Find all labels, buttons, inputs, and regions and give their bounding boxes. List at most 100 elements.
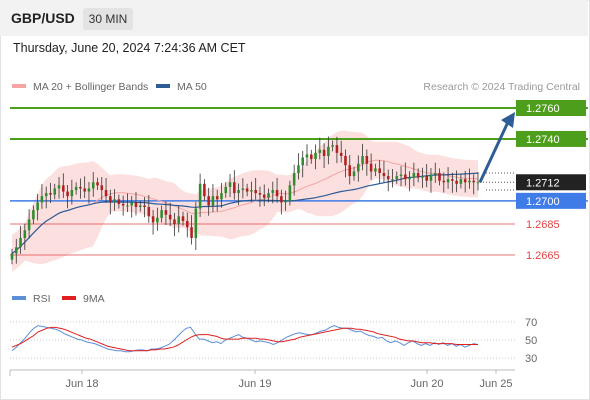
candle-body [378,168,381,173]
candle-body [177,216,181,225]
candle-body [451,179,454,181]
candle-body [408,177,411,180]
candle-body [374,168,377,172]
timeframe-badge[interactable]: 30 MIN [83,8,133,30]
candle-body [245,188,249,192]
legend-swatch [12,84,26,88]
candle-body [19,237,22,248]
candle-body [10,253,14,260]
support-tag [516,192,586,209]
candle-body [237,190,240,194]
candle-body [224,186,228,194]
x-tick-label: Jun 19 [238,378,271,390]
x-tick-label: Jun 18 [65,378,98,390]
moving-averages [11,159,479,254]
candle-body [425,176,428,181]
forecast-arrow-group [478,112,515,183]
candle-body [412,172,416,178]
chart-header: GBP/USD 30 MIN [0,0,588,36]
candle-body [459,179,463,184]
candle-body [365,155,369,164]
candle-body [262,194,266,198]
legend-swatch [156,84,170,88]
candle-body [386,176,390,180]
candle-body [288,185,292,201]
candle-body [74,186,78,191]
x-axis: Jun 18 Jun 19 Jun 20 Jun 25 [9,370,513,390]
candle-body [463,179,467,183]
candle-body [207,196,210,206]
candle-body [91,182,95,189]
candle-body [143,205,146,208]
candle-body [297,165,300,173]
resistance-tag [516,130,586,147]
legend-label: MA 50 [177,81,207,93]
candle-body [186,220,189,228]
candle-body [113,199,116,203]
candle-body [348,165,352,177]
candle-body [109,196,112,203]
rsi-legend: RSI 9MA [12,293,105,305]
candle-body [344,155,347,166]
candle-body [160,210,163,218]
candle-body [254,190,257,194]
symbol-title: GBP/USD [11,10,75,26]
forecast-arrow [478,121,510,183]
rsi-legend-swatch [62,296,76,300]
candle-body [331,145,334,147]
rsi-panel [10,321,515,359]
rsi-ma-line [11,326,478,352]
candle-body [301,157,304,166]
candle-body [36,202,39,211]
candle-body [476,182,480,184]
candle-body [309,154,313,160]
candle-body [32,210,35,220]
candle-body [49,193,52,195]
pivot-label: 1.2685 [526,219,560,231]
candle-body [181,216,185,221]
rsi-axis: 70 50 30 [525,317,537,365]
candle-body [57,185,61,189]
x-tick-label: Jun 20 [410,378,443,390]
price-tags: 1.2760 1.2740 1.2712 1.2700 1.2685 1.2665 [516,100,586,262]
candle-body [250,190,253,192]
rsi-legend-label: 9MA [83,293,105,305]
candle-body [190,227,193,238]
candle-body [147,207,151,217]
candle-body [391,179,394,181]
candle-body [292,172,296,186]
candle-body [130,202,133,206]
candle-body [404,174,407,180]
legend-label: MA 20 + Bollinger Bands [33,81,148,93]
candle-body [357,163,360,172]
current-price-label: 1.2712 [526,177,560,189]
candle-body [442,180,446,183]
candle-body [79,186,82,189]
candle-body [83,188,86,192]
candle-body [220,193,223,200]
resistance-label: 1.2740 [526,134,560,146]
candle-body [429,174,433,181]
candle-body [173,219,176,225]
candle-body [421,176,424,178]
candle-body [416,172,420,178]
candle-body [339,152,343,156]
candle-body [164,210,168,215]
candle-body [14,247,18,254]
candle-body [318,149,322,153]
resistance-label: 1.2760 [526,103,560,115]
candle-body [438,172,441,181]
candle-body [104,190,108,197]
rsi-legend-label: RSI [33,293,51,305]
candle-body [96,182,99,186]
candle-body [87,188,91,192]
copyright: Research © 2024 Trading Central [423,81,580,93]
ma50-line [11,172,479,254]
rsi-tick-label: 70 [525,317,537,329]
candle-body [134,202,138,208]
support-label: 1.2700 [526,196,560,208]
candle-body [395,176,399,180]
candle-body [44,193,48,197]
candle-body [151,216,155,223]
